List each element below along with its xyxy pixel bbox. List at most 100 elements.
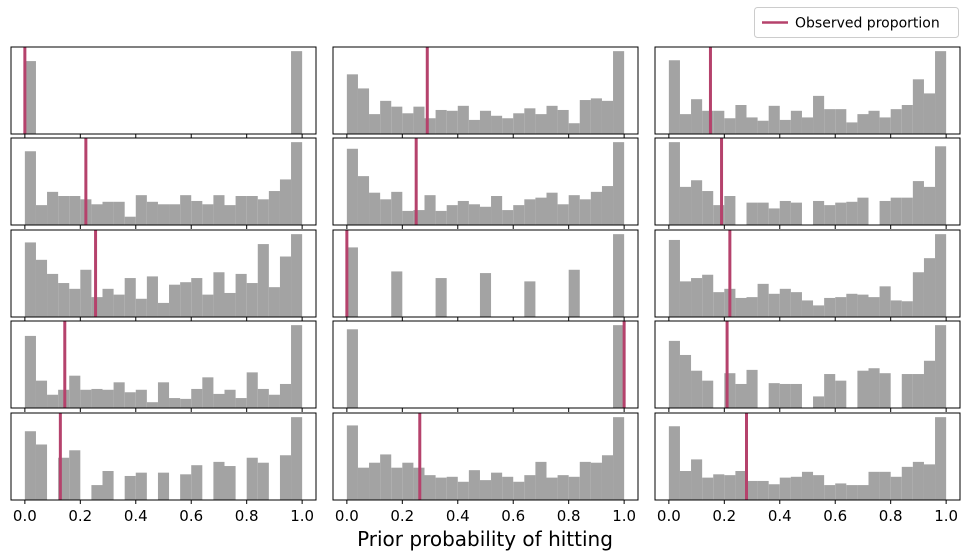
histogram-bar (713, 110, 725, 134)
panel-r3-c1 (10, 229, 317, 321)
histogram-bar (257, 388, 269, 408)
histogram-bar (479, 273, 492, 317)
histogram-bar (890, 476, 902, 500)
x-tick-label: 0.4 (768, 507, 792, 525)
x-tick-label: 1.0 (612, 507, 636, 525)
histogram-bar (746, 202, 758, 225)
histogram-bar (935, 51, 947, 135)
histogram-bar (102, 201, 114, 225)
histogram-bar (835, 380, 847, 408)
panel-r1-c2 (332, 46, 639, 138)
histogram-bar (502, 476, 514, 500)
histogram-bar (279, 256, 292, 317)
histogram-bar (546, 192, 558, 225)
panel-frame (332, 412, 639, 501)
histogram-bar (424, 475, 436, 500)
histogram-bar (879, 200, 891, 225)
histogram-bar (102, 389, 114, 408)
histogram-bar (124, 392, 136, 408)
histogram-bar (435, 210, 447, 225)
histogram-bar (135, 298, 147, 317)
x-tick-label: 0.2 (68, 507, 92, 525)
histogram-bar (191, 465, 203, 500)
histogram-bar (235, 273, 247, 317)
histogram-bar (35, 380, 48, 408)
histogram-bar (524, 108, 536, 134)
histogram-bar (901, 301, 913, 317)
panel-r2-c2 (332, 137, 639, 229)
histogram-bar (257, 244, 269, 317)
histogram-bar (835, 109, 847, 134)
histogram-bar (724, 196, 736, 225)
histogram-bar (157, 382, 170, 408)
histogram-bar (291, 142, 303, 225)
histogram-bar (169, 398, 181, 408)
histogram-bar (524, 281, 536, 317)
histogram-bar (679, 471, 692, 500)
histogram-bar (457, 481, 469, 500)
histogram-bar (213, 195, 225, 225)
histogram-bar (835, 202, 847, 225)
histogram-bar (768, 383, 780, 408)
panel-frame (10, 320, 317, 409)
histogram-bar (468, 470, 480, 500)
histogram-bar (935, 234, 947, 317)
histogram-bar (224, 389, 236, 408)
histogram-bar (679, 354, 692, 408)
histogram-bar (590, 98, 602, 134)
histogram-bar (735, 383, 747, 408)
histogram-bar (857, 294, 869, 317)
histogram-bar (58, 457, 70, 500)
histogram-bar (557, 475, 569, 500)
histogram-bar (801, 471, 814, 500)
histogram-bar (746, 117, 758, 134)
histogram-bar (801, 300, 814, 317)
histogram-bar (912, 181, 924, 225)
histogram-bar (357, 467, 370, 500)
panel-r2-c1 (10, 137, 317, 229)
histogram-bar (757, 202, 769, 225)
histogram-bar (146, 201, 158, 225)
histogram-bar (180, 474, 192, 500)
histogram-bar (790, 202, 802, 225)
histogram-bar (691, 180, 703, 225)
histogram-bar (446, 476, 458, 500)
histogram-bar (157, 472, 170, 500)
histogram-bar (557, 109, 569, 134)
histogram-bar (124, 278, 136, 317)
histogram-bar (901, 374, 913, 408)
panel-r5-c1 (10, 412, 317, 504)
histogram-bar (491, 196, 503, 225)
histogram-bar (846, 293, 858, 317)
histogram-bar (768, 208, 780, 225)
histogram-bar (702, 191, 714, 225)
histogram-bar (113, 382, 125, 408)
histogram-bar (69, 288, 81, 317)
legend-label-observed: Observed proportion (795, 16, 940, 32)
histogram-bar (724, 475, 736, 500)
histogram-bar (291, 417, 303, 500)
histogram-bar (746, 297, 758, 317)
panel-r4-c1 (10, 320, 317, 412)
histogram-bar (557, 204, 569, 225)
histogram-bar (768, 293, 780, 317)
panel-frame (332, 46, 639, 135)
panel-r5-c2 (332, 412, 639, 504)
histogram-bar (702, 477, 714, 500)
histogram-bar (935, 417, 947, 500)
histogram-bar (479, 110, 492, 134)
panel-r4-c2 (332, 320, 639, 412)
histogram-bar (857, 197, 869, 225)
histogram-bar (91, 388, 103, 408)
histogram-bar (279, 383, 292, 408)
histogram-bar (779, 477, 791, 500)
histogram-bar (757, 120, 769, 134)
histogram-bar (935, 146, 947, 225)
histogram-bar (535, 197, 547, 225)
x-tick-label: 0.4 (124, 507, 148, 525)
histogram-bar (813, 200, 825, 225)
histogram-bar (279, 179, 292, 225)
histogram-bar (668, 142, 680, 225)
histogram-bar (58, 196, 70, 225)
panel-r4-c3 (654, 320, 961, 412)
